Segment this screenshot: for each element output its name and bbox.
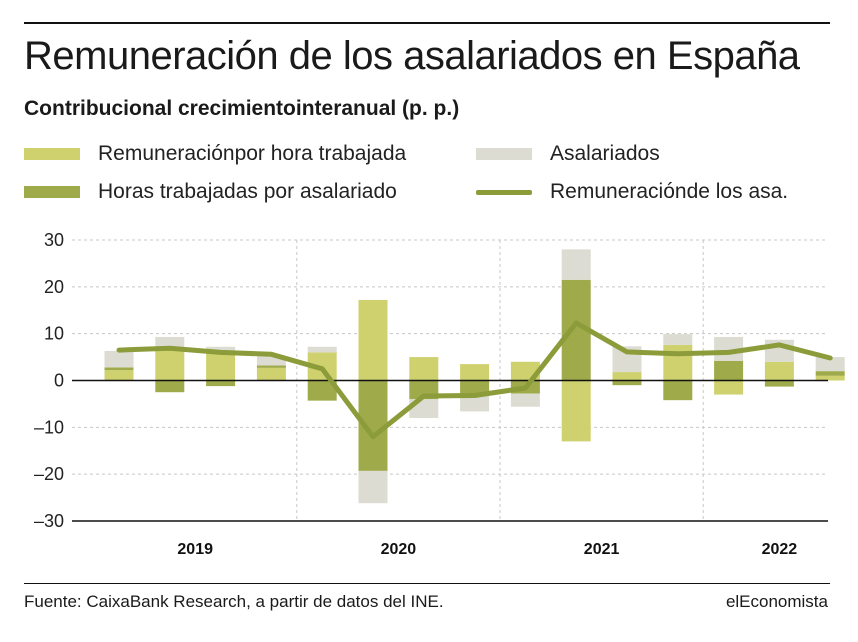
- bar-segment: [561, 249, 591, 280]
- legend-item-asalariados: Asalariados: [476, 140, 660, 168]
- line-layer: [116, 320, 833, 440]
- bar-segment: [206, 346, 236, 353]
- bar-segment: [815, 371, 845, 376]
- bar-segment: [460, 394, 490, 412]
- legend-item-remuneracion-total: Remuneraciónde los asa.: [476, 178, 788, 206]
- legend-swatch-remuneracion-hora: [24, 148, 80, 160]
- bar-segment: [612, 380, 642, 386]
- footer-rule: [24, 583, 830, 584]
- legend-label-asalariados: Asalariados: [550, 142, 660, 165]
- chart-plot: 30 20 10 0 –10 –20 –30 2019 2020 2021 2022: [34, 230, 845, 558]
- chart-subtitle: Contribucional crecimientointeranual (p.…: [24, 97, 460, 120]
- legend-item-remuneracion-hora: Remuneraciónpor hora trabajada: [24, 140, 406, 168]
- bar-segment: [206, 380, 236, 387]
- labels-layer: 30 20 10 0 –10 –20 –30 2019 2020 2021 2022: [34, 230, 797, 558]
- bar-segment: [104, 367, 134, 371]
- y-tick-label: 20: [44, 277, 64, 297]
- x-year-label: 2021: [584, 541, 620, 558]
- bar-segment: [714, 380, 744, 395]
- top-rule: [24, 22, 830, 24]
- bar-segment: [256, 365, 286, 368]
- y-tick-label: –20: [34, 464, 64, 484]
- bar-segment: [307, 346, 337, 353]
- bar-segment: [663, 334, 693, 345]
- bar-segment: [460, 380, 490, 395]
- y-tick-label: 30: [44, 230, 64, 250]
- legend-label-horas-trabajadas: Horas trabajadas por asalariado: [98, 180, 397, 203]
- bar-segment: [764, 361, 794, 381]
- bar-segment: [256, 356, 286, 366]
- source-note: Fuente: CaixaBank Research, a partir de …: [24, 592, 444, 611]
- y-tick-label: 0: [54, 371, 64, 391]
- bars-layer: [104, 249, 845, 504]
- x-year-label: 2022: [762, 541, 798, 558]
- bar-segment: [612, 372, 642, 381]
- bar-segment: [104, 350, 134, 368]
- legend-swatch-remuneracion-total: [476, 189, 532, 195]
- bar-segment: [815, 375, 845, 381]
- bar-segment: [815, 357, 845, 372]
- x-year-label: 2020: [381, 541, 417, 558]
- legend-item-horas-trabajadas: Horas trabajadas por asalariado: [24, 178, 397, 206]
- bar-segment: [663, 344, 693, 381]
- bar-segment: [561, 380, 591, 442]
- bar-segment: [409, 357, 439, 381]
- bar-segment: [307, 380, 337, 401]
- bar-segment: [663, 380, 693, 401]
- axis-layer: [72, 379, 828, 522]
- bar-segment: [155, 336, 185, 348]
- bar-segment: [714, 360, 744, 381]
- y-tick-label: –10: [34, 417, 64, 437]
- y-tick-label: 10: [44, 324, 64, 344]
- bar-segment: [206, 352, 236, 381]
- legend-label-remuneracion-total: Remuneraciónde los asa.: [550, 180, 789, 203]
- legend-swatch-horas-trabajadas: [24, 186, 80, 198]
- x-year-label: 2019: [177, 541, 213, 558]
- bar-segment: [155, 347, 185, 381]
- legend-label-remuneracion-hora: Remuneraciónpor hora trabajada: [98, 142, 407, 165]
- bar-segment: [764, 380, 794, 387]
- bar-segment: [358, 470, 388, 504]
- bar-segment: [460, 364, 490, 381]
- bar-segment: [510, 393, 540, 407]
- series-line-remuneracion-total: [116, 320, 833, 440]
- y-tick-label: –30: [34, 511, 64, 531]
- bar-segment: [155, 380, 185, 393]
- legend-swatch-asalariados: [476, 148, 532, 160]
- bar-segment: [104, 370, 134, 381]
- bar-segment: [358, 299, 388, 381]
- brand-label: elEconomista: [725, 592, 828, 611]
- bar-segment: [256, 367, 286, 381]
- chart-title: Remuneración de los asalariados en Españ…: [24, 34, 800, 78]
